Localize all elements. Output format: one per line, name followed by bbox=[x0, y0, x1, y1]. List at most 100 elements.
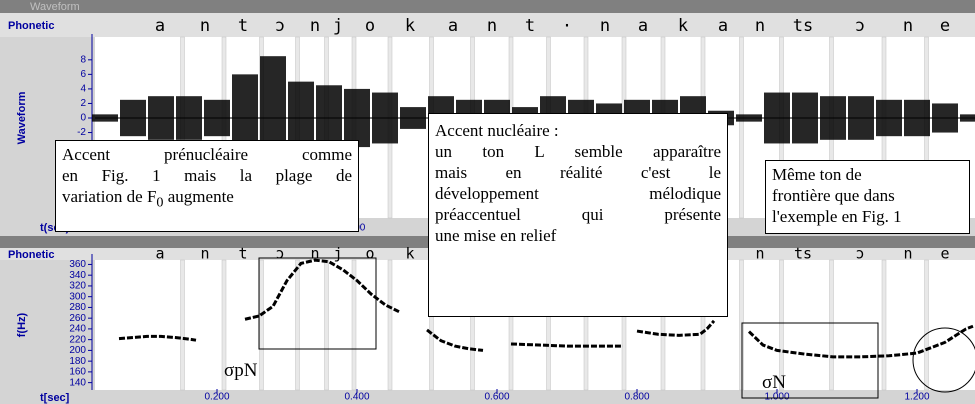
phonetic-label: k bbox=[405, 245, 414, 263]
phonetic-label: n bbox=[600, 16, 610, 36]
phonetic-label: t bbox=[238, 245, 247, 263]
phonetic-row bbox=[0, 13, 975, 37]
waveform-segment bbox=[792, 92, 818, 144]
y-tick-label: 260 bbox=[69, 313, 86, 324]
phonetic-label: k bbox=[678, 16, 688, 36]
segment-boundary bbox=[324, 259, 329, 391]
waveform-segment bbox=[372, 92, 398, 144]
x-tick-label: 1.000 bbox=[764, 392, 789, 403]
highlight-box bbox=[258, 257, 377, 350]
phonetic-label: t bbox=[525, 16, 535, 36]
syllable-label: σpN bbox=[224, 360, 258, 381]
phonetic-label: a bbox=[638, 16, 648, 36]
phonetic-label: n bbox=[755, 245, 764, 263]
axis-gutter bbox=[0, 260, 95, 390]
waveform-segment bbox=[92, 114, 118, 122]
y-tick-label: 220 bbox=[69, 334, 86, 345]
annotation-line: un ton L semble apparaître bbox=[435, 142, 721, 161]
annotation-text: augmente bbox=[167, 187, 234, 206]
waveform-segment bbox=[176, 96, 202, 140]
annotation-line: Accent prénucléaire comme bbox=[62, 145, 352, 164]
x-tick-label: 0.400 bbox=[344, 392, 369, 403]
y-tick-label: 360 bbox=[69, 259, 86, 270]
phonetic-label: o bbox=[365, 16, 375, 36]
waveform-segment bbox=[960, 114, 975, 122]
highlight-circle bbox=[912, 327, 975, 393]
title-bar bbox=[0, 0, 975, 13]
segment-boundary bbox=[924, 259, 929, 391]
phonetic-label: ts bbox=[794, 245, 812, 263]
y-tick-label: 140 bbox=[69, 377, 86, 388]
phonetic-label: a bbox=[155, 16, 165, 36]
segment-boundary bbox=[180, 259, 185, 391]
phonetic-label: n bbox=[903, 16, 913, 36]
phonetic-label: ɔ bbox=[275, 16, 285, 36]
annotation-subscript: 0 bbox=[156, 194, 164, 211]
y-axis-label: Waveform bbox=[16, 91, 28, 144]
segment-boundary bbox=[351, 259, 357, 391]
waveform-segment bbox=[344, 88, 370, 148]
x-tick-label: 0.600 bbox=[484, 392, 509, 403]
f0-curve bbox=[118, 258, 974, 359]
y-tick-label: 200 bbox=[69, 345, 86, 356]
phonetic-label: n bbox=[200, 16, 210, 36]
y-tick-label: 240 bbox=[69, 324, 86, 335]
phonetic-label: e bbox=[940, 245, 949, 263]
phonetic-label: t bbox=[238, 16, 248, 36]
y-tick-label: 340 bbox=[69, 270, 86, 281]
annotation-line: développement mélodique bbox=[435, 184, 721, 203]
segment-boundary bbox=[739, 36, 744, 219]
phonetic-label: ts bbox=[793, 16, 813, 36]
annotation-line: en Fig. 1 mais la plage de bbox=[62, 166, 352, 185]
phonetic-label: ɔ bbox=[275, 245, 284, 263]
phonetic-label: n bbox=[310, 16, 320, 36]
highlight-box bbox=[741, 322, 879, 399]
panel-title: Waveform bbox=[30, 1, 80, 13]
annotation: Même ton de frontière que dans l'exemple… bbox=[765, 160, 970, 234]
phonetic-label: a bbox=[448, 16, 458, 36]
x-tick-label: 1.200 bbox=[904, 392, 929, 403]
waveform-segment bbox=[148, 96, 174, 140]
phonetic-label: ɔ bbox=[855, 245, 864, 263]
phonetic-label: n bbox=[200, 245, 209, 263]
waveform-segment bbox=[120, 99, 146, 137]
annotation-line: préaccentuel qui présente bbox=[435, 205, 721, 224]
waveform-segment bbox=[820, 96, 846, 140]
y-tick-label: 0 bbox=[80, 113, 86, 124]
annotation: Accent prénucléaire comme en Fig. 1 mais… bbox=[55, 140, 359, 232]
phonetic-label: j bbox=[333, 245, 342, 263]
phonetic-label: e bbox=[940, 16, 950, 36]
row-label: Phonetic bbox=[8, 249, 54, 261]
segment-boundary bbox=[387, 259, 393, 391]
phonetic-label: n bbox=[310, 245, 319, 263]
y-tick-label: 4 bbox=[80, 84, 86, 95]
waveform-segment bbox=[876, 99, 902, 137]
waveform-segment bbox=[904, 99, 930, 137]
y-tick-label: 180 bbox=[69, 356, 86, 367]
syllable-label: σN bbox=[762, 372, 786, 393]
segment-boundary bbox=[779, 259, 784, 391]
annotation-text: variation de F bbox=[62, 187, 157, 206]
segment-boundary bbox=[829, 259, 834, 391]
x-axis-row bbox=[0, 390, 975, 404]
phonetic-label: n bbox=[903, 245, 912, 263]
waveform-segment bbox=[316, 85, 342, 151]
y-tick-label: 160 bbox=[69, 367, 86, 378]
waveform-segment bbox=[736, 114, 762, 122]
annotation-line: mais en réalité c'est le bbox=[435, 163, 721, 182]
phonetic-label: n bbox=[755, 16, 765, 36]
phonetic-label: o bbox=[365, 245, 374, 263]
x-axis-label: t[sec] bbox=[40, 392, 70, 404]
annotation-line: Même ton de bbox=[772, 165, 862, 184]
phonetic-label: · bbox=[562, 16, 572, 36]
waveform-segment bbox=[204, 99, 230, 137]
waveform-segment bbox=[400, 107, 426, 129]
segment-boundary bbox=[295, 259, 300, 391]
y-tick-label: -2 bbox=[77, 127, 86, 138]
phonetic-label: j bbox=[333, 16, 343, 36]
phonetic-label: n bbox=[487, 16, 497, 36]
y-tick-label: 320 bbox=[69, 281, 86, 292]
phonetic-label: ɔ bbox=[855, 16, 865, 36]
annotation-line: frontière que dans bbox=[772, 186, 895, 205]
